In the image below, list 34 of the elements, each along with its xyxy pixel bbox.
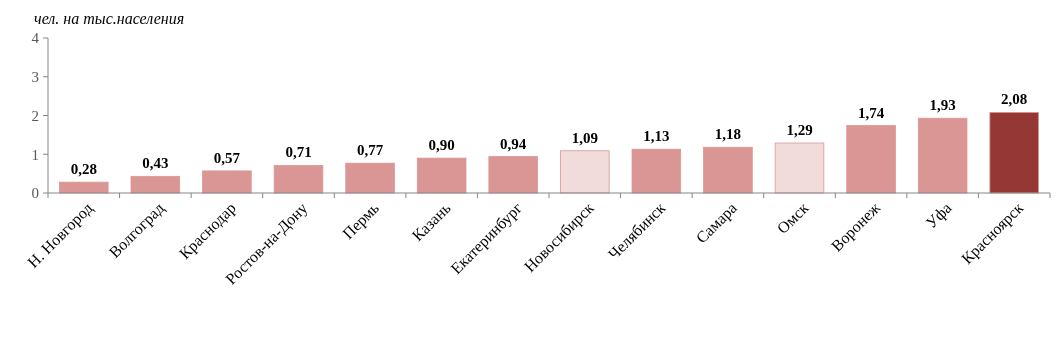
data-label: 1,13	[643, 128, 670, 145]
bar	[130, 175, 181, 194]
data-label: 0,43	[142, 155, 169, 172]
data-label: 1,09	[571, 129, 598, 146]
data-label: 0,57	[213, 149, 241, 166]
bar	[345, 162, 395, 194]
bar	[774, 142, 825, 194]
data-label: 0,90	[428, 137, 455, 154]
bar	[703, 146, 753, 194]
data-label: 1,18	[714, 126, 742, 143]
y-tick-label: 1	[31, 146, 39, 163]
data-label: 2,08	[1001, 91, 1028, 108]
bar	[202, 170, 252, 194]
data-label: 0,94	[500, 135, 527, 152]
bar	[989, 112, 1039, 194]
y-tick-label: 0	[31, 185, 39, 202]
bar	[273, 165, 324, 194]
bar	[631, 148, 682, 194]
y-tick-label: 4	[31, 30, 40, 47]
x-tick-label: Уфа	[922, 199, 956, 233]
data-label: 0,77	[356, 142, 384, 159]
bar	[917, 117, 968, 194]
bar	[488, 156, 538, 194]
data-label: 0,71	[285, 144, 312, 161]
y-axis-title: чел. на тыс.населения	[34, 10, 185, 27]
data-label: 1,93	[929, 97, 956, 114]
data-label: 1,29	[786, 122, 813, 139]
y-tick-label: 2	[31, 107, 39, 124]
data-label: 1,74	[857, 104, 885, 121]
data-label: 0,28	[70, 161, 97, 178]
bar	[560, 150, 610, 194]
y-tick-label: 3	[31, 69, 39, 85]
bar	[416, 157, 467, 194]
bar	[846, 125, 896, 194]
